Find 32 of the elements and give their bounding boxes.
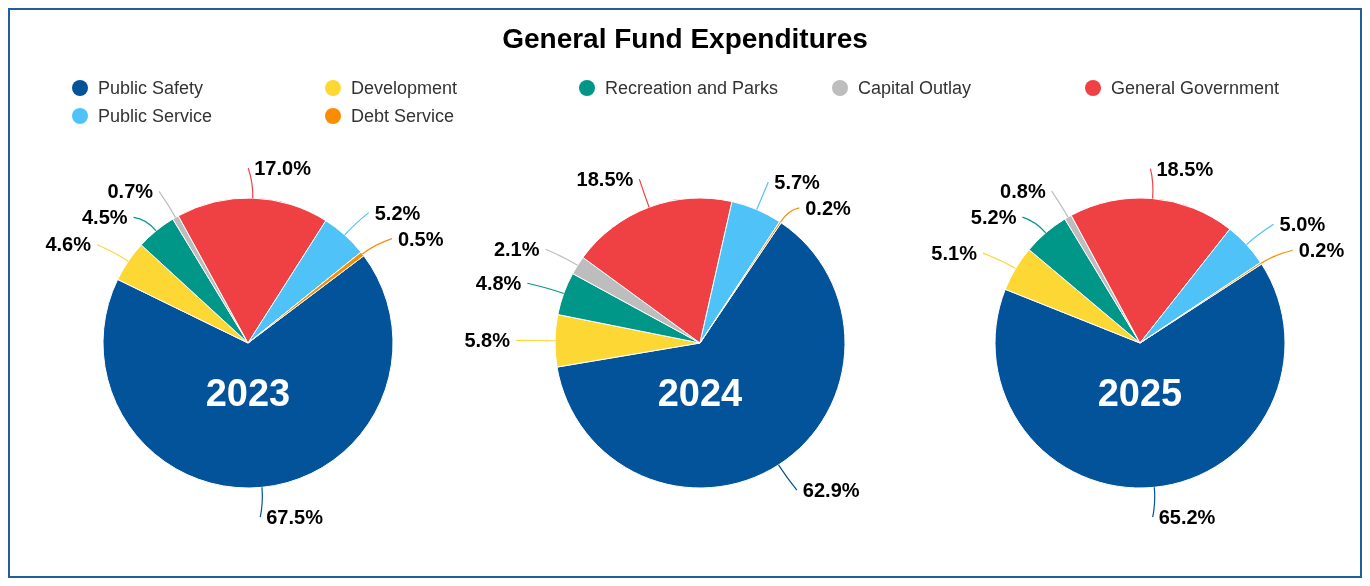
data-label: 62.9% <box>802 479 860 502</box>
slice-label: 2024 <box>657 372 743 414</box>
legend-label: Capital Outlay <box>858 78 972 98</box>
data-label: 5.0% <box>1279 213 1326 236</box>
data-label: 5.1% <box>931 242 978 265</box>
data-label: 65.2% <box>1158 506 1216 529</box>
data-label: 17.0% <box>254 157 312 180</box>
data-label: 4.6% <box>45 233 92 256</box>
data-label: 2.1% <box>493 238 540 261</box>
data-label: 0.5% <box>397 227 444 250</box>
legend-label: Debt Service <box>351 106 455 126</box>
legend-label: Development <box>351 78 458 98</box>
legend-label: Recreation and Parks <box>605 78 779 98</box>
data-label: 18.5% <box>576 168 634 191</box>
data-label: 5.8% <box>464 329 511 352</box>
data-label: 5.2% <box>374 201 421 224</box>
chart-title: General Fund Expenditures <box>502 23 868 54</box>
data-label: 0.7% <box>107 180 154 203</box>
data-label: 5.2% <box>970 206 1017 229</box>
data-label: 0.2% <box>805 196 852 219</box>
slice-label: 2025 <box>1097 372 1183 414</box>
data-label: 18.5% <box>1156 157 1214 180</box>
data-label: 5.7% <box>774 170 821 193</box>
slice-label: 2023 <box>205 372 291 414</box>
legend-label: General Government <box>1111 78 1280 98</box>
legend-label: Public Service <box>98 106 213 126</box>
legend-label: Public Safety <box>98 78 204 98</box>
data-label: 4.5% <box>81 206 128 229</box>
data-label: 67.5% <box>266 506 324 529</box>
data-label: 4.8% <box>475 272 522 295</box>
data-label: 0.8% <box>1000 180 1046 203</box>
data-label: 0.2% <box>1298 239 1345 262</box>
